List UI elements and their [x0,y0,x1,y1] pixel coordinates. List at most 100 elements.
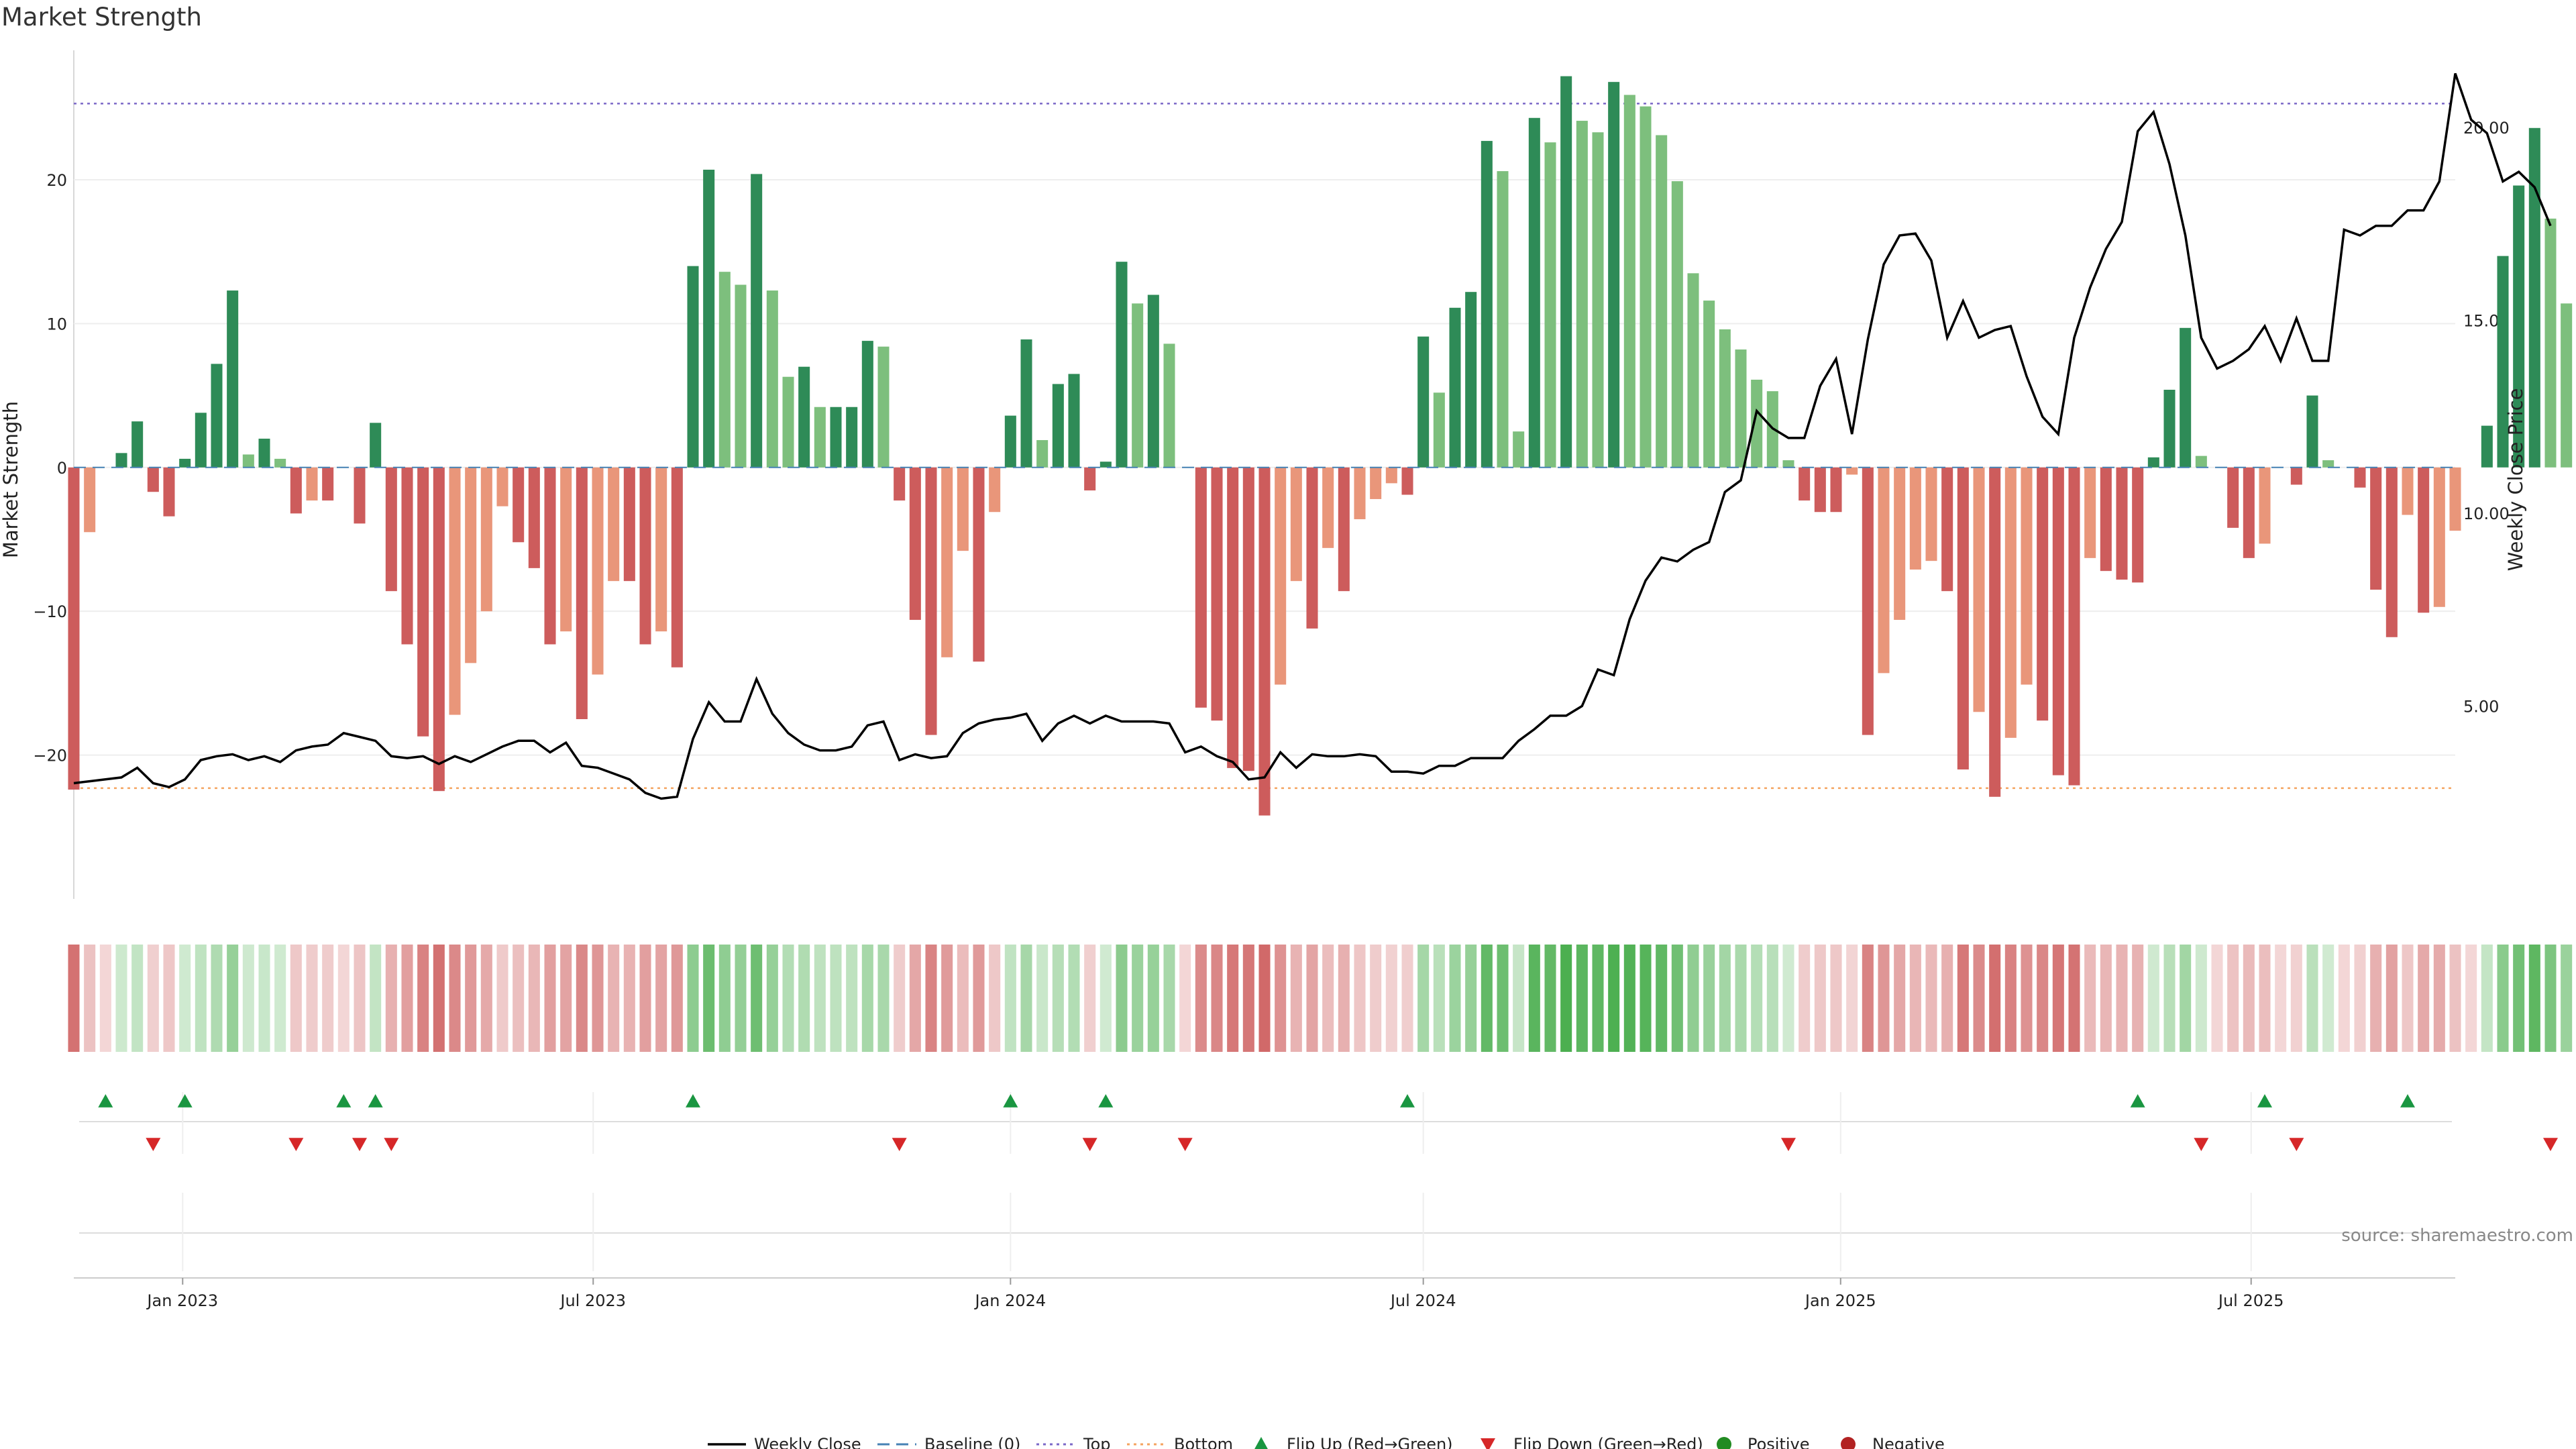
heat-cell [877,945,890,1052]
strength-bar [496,467,508,506]
strength-bar [1275,467,1287,685]
left-tick-label: −10 [33,602,67,621]
heat-cell [1941,945,1953,1052]
legend-label: Weekly Close [754,1435,861,1449]
x-tick-label: Jul 2025 [2217,1291,2284,1310]
heat-cell [1671,945,1683,1052]
x-tick-label: Jan 2023 [146,1291,218,1310]
heat-cell [2147,945,2159,1052]
strength-bar [1322,467,1334,548]
strength-bar [1290,467,1302,582]
heat-cell [1576,945,1588,1052]
heat-cell [1449,945,1461,1052]
flip-up-marker [177,1094,193,1108]
heat-cell [2322,945,2334,1052]
heat-cell [2243,945,2255,1052]
heat-cell [1497,945,1509,1052]
triangle-down-icon [1481,1438,1495,1449]
strength-bar [1751,379,1763,468]
heat-cell [322,945,334,1052]
strength-bar [751,174,763,468]
strength-bar [1703,301,1715,468]
strength-bar [1211,467,1223,721]
heat-cell [1290,945,1302,1052]
strength-bar [2306,395,2318,468]
strength-bar [2147,457,2159,468]
heat-cell [751,945,763,1052]
left-tick-label: 20 [46,171,67,190]
strength-bar [2354,467,2366,488]
heat-cell [2465,945,2477,1052]
heat-cell [2290,945,2302,1052]
flip-up-marker [1098,1094,1114,1108]
strength-bar [258,438,270,468]
flip-up-marker [1003,1094,1018,1108]
strength-bar [433,467,445,792]
flip-down-marker [1082,1138,1097,1151]
heat-cell [84,945,96,1052]
strength-bar [2004,467,2017,738]
strength-bar [1608,82,1620,468]
strength-bar [1099,462,1112,468]
heat-cell [480,945,492,1052]
strength-bar [242,454,254,468]
strength-bar [1925,467,1937,561]
legend: Weekly Close Baseline (0) Top Bottom Fli… [708,1435,1945,1449]
heat-cell [592,945,604,1052]
legend-item-baseline: Baseline (0) [877,1435,1020,1449]
heat-cell [306,945,318,1052]
heat-cell [861,945,873,1052]
flip-down-marker [2289,1138,2304,1151]
strength-bar [687,266,699,468]
heat-cell [1004,945,1016,1052]
heat-cell [941,945,953,1052]
heat-cell [766,945,778,1052]
heat-cell [1751,945,1763,1052]
strength-bar [1258,467,1271,816]
heat-cell [1258,945,1271,1052]
strength-bar [2449,467,2461,531]
heat-cell [1846,945,1858,1052]
x-tick-label: Jan 2024 [973,1291,1046,1310]
heat-cell [1782,945,1794,1052]
strength-bar [211,364,223,468]
strength-bar [1433,392,1445,468]
strength-bar [306,467,318,501]
heat-cell [179,945,191,1052]
strength-bar [2322,460,2334,468]
heat-cell [227,945,239,1052]
strength-bar [925,467,937,735]
heat-cell [2544,945,2557,1052]
strength-bar [1401,467,1413,495]
strength-bar [2402,467,2414,515]
strength-bar [1592,132,1604,468]
heat-cell [2211,945,2223,1052]
strength-bar [1973,467,1985,712]
heat-cell [354,945,366,1052]
strength-bar [941,467,953,657]
heat-cell [687,945,699,1052]
heat-cell [1909,945,1921,1052]
strength-bar [1846,467,1858,475]
heat-cell [290,945,302,1052]
strength-bar [2528,127,2540,468]
strength-bar [1782,460,1794,468]
strength-bar [1671,181,1683,468]
strength-bar [2385,467,2398,637]
legend-label: Bottom [1174,1435,1233,1449]
heat-cell [274,945,286,1052]
flip-up-marker [98,1094,113,1108]
strength-bar [2259,467,2271,544]
x-tick-label: Jul 2023 [559,1291,626,1310]
strength-bar [2068,467,2080,786]
strength-bar [1989,467,2001,797]
heat-cell [242,945,254,1052]
strength-bar [1242,467,1254,771]
strength-bar [560,467,572,632]
legend-label: Negative [1872,1435,1945,1449]
strength-bar [1163,343,1175,468]
heat-cell [1036,945,1049,1052]
heat-cell [1354,945,1366,1052]
strength-bar [290,467,302,514]
strength-bar [1719,329,1731,468]
